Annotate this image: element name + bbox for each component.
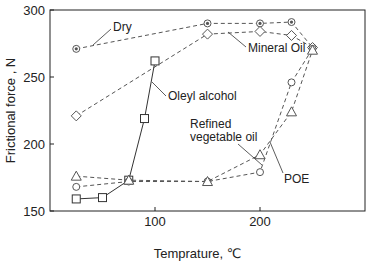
series-line bbox=[76, 61, 155, 199]
marker bbox=[288, 79, 295, 86]
marker-ring bbox=[288, 19, 295, 26]
marker bbox=[73, 45, 80, 52]
y-tick bbox=[50, 144, 54, 145]
marker bbox=[203, 29, 213, 39]
marker bbox=[71, 171, 81, 180]
plot-frame bbox=[50, 10, 365, 211]
series-label: POE bbox=[284, 172, 309, 186]
series bbox=[73, 45, 316, 190]
y-tick-label: 200 bbox=[23, 137, 45, 152]
y-axis-title: Frictional force , N bbox=[3, 58, 18, 163]
series bbox=[71, 26, 317, 120]
y-tick bbox=[50, 211, 54, 212]
y-tick bbox=[50, 10, 54, 11]
marker bbox=[204, 20, 211, 27]
x-tick bbox=[155, 207, 156, 211]
marker bbox=[255, 150, 265, 159]
x-tick-label: 200 bbox=[249, 214, 271, 229]
x-tick-label: 100 bbox=[144, 214, 166, 229]
marker bbox=[99, 194, 107, 202]
chart: 150 200 250 300 100 200 Temprature, ℃ Frictiona… bbox=[0, 0, 380, 267]
series-label: Mineral Oil bbox=[248, 41, 305, 55]
series-line bbox=[76, 31, 312, 115]
series-line bbox=[76, 50, 312, 181]
label-leader bbox=[228, 32, 246, 47]
marker-dot bbox=[206, 22, 209, 25]
series bbox=[71, 45, 317, 185]
label-leader bbox=[93, 29, 111, 45]
marker bbox=[203, 177, 213, 186]
marker bbox=[308, 45, 318, 54]
series-label-line: Refined bbox=[190, 117, 235, 131]
label-leader bbox=[152, 82, 166, 96]
series-label: Dry bbox=[113, 20, 132, 34]
marker-dot bbox=[75, 47, 78, 50]
label-leader bbox=[270, 142, 283, 173]
marker bbox=[73, 183, 80, 190]
x-axis-title: Temprature, ℃ bbox=[154, 246, 242, 261]
marker bbox=[287, 30, 297, 40]
marker bbox=[71, 111, 81, 121]
label-leader bbox=[238, 144, 262, 165]
series-label: Oleyl alcohol bbox=[168, 89, 237, 103]
series-label: Refined vegetable oil bbox=[190, 117, 257, 144]
marker bbox=[287, 107, 297, 116]
marker bbox=[151, 57, 159, 65]
y-tick-label: 250 bbox=[23, 70, 45, 85]
marker bbox=[124, 175, 134, 184]
marker bbox=[257, 169, 264, 176]
marker bbox=[288, 19, 295, 26]
series-line bbox=[76, 49, 312, 187]
marker-ring bbox=[204, 20, 211, 27]
series-label-line: vegetable oil bbox=[190, 130, 257, 144]
x-tick bbox=[260, 207, 261, 211]
y-tick bbox=[50, 77, 54, 78]
marker-ring bbox=[73, 45, 80, 52]
marker bbox=[255, 26, 265, 36]
y-tick-label: 300 bbox=[23, 3, 45, 18]
marker-dot bbox=[258, 22, 261, 25]
marker-dot bbox=[290, 20, 293, 23]
y-tick-label: 150 bbox=[23, 204, 45, 219]
marker bbox=[141, 115, 149, 123]
marker bbox=[125, 176, 133, 184]
marker bbox=[72, 195, 80, 203]
plot-area bbox=[71, 19, 317, 203]
